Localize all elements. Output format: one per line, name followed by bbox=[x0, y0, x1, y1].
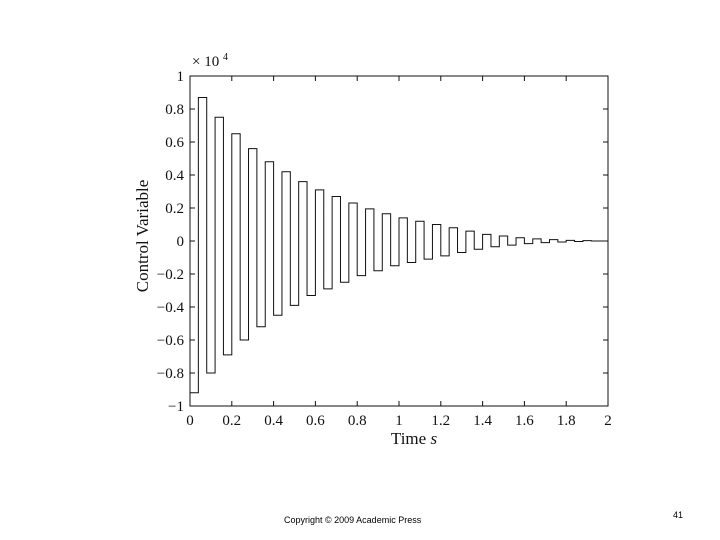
x-tick-label: 0.4 bbox=[264, 413, 283, 429]
x-tick-label: 0 bbox=[186, 413, 194, 429]
y-tick-labels: −1 −0.8 −0.6 −0.4 −0.2 0 0.2 0.4 0.6 0.8 1 bbox=[157, 69, 185, 415]
copyright-text: Copyright © 2009 Academic Press bbox=[284, 515, 422, 525]
x-tick-label: 2 bbox=[604, 413, 612, 429]
y-multiplier: × 10 4 bbox=[192, 52, 228, 70]
y-multiplier-base: × 10 bbox=[192, 54, 219, 70]
y-tick-label: 0.6 bbox=[165, 135, 184, 151]
x-axis-label-unit: s bbox=[430, 429, 437, 448]
y-tick-label: −0.6 bbox=[157, 333, 185, 349]
y-tick-label: −0.2 bbox=[157, 267, 184, 283]
x-axis-label-main: Time bbox=[391, 429, 426, 448]
x-tick-label: 1.8 bbox=[557, 413, 576, 429]
y-tick-label: −1 bbox=[168, 399, 184, 415]
x-tick-label: 1.4 bbox=[473, 413, 492, 429]
y-tick-label: −0.8 bbox=[157, 366, 184, 382]
y-tick-label: 0.4 bbox=[165, 168, 184, 184]
y-tick-label: 0.8 bbox=[165, 102, 184, 118]
control-signal-line bbox=[189, 96, 608, 394]
x-tick-label: 1.2 bbox=[431, 413, 450, 429]
x-tick-labels: 0 0.2 0.4 0.6 0.8 1 1.2 1.4 1.6 1.8 2 bbox=[186, 413, 612, 429]
x-tick-label: 1 bbox=[395, 413, 403, 429]
slide-number: 41 bbox=[673, 510, 684, 520]
y-tick-label: −0.4 bbox=[157, 300, 185, 316]
x-tick-label: 1.6 bbox=[515, 413, 534, 429]
x-axis-label: Time s bbox=[391, 429, 438, 448]
y-tick-label: 1 bbox=[177, 69, 185, 85]
y-multiplier-exponent: 4 bbox=[223, 52, 228, 63]
x-tick-label: 0.8 bbox=[348, 413, 367, 429]
y-axis-label: Control Variable bbox=[133, 180, 152, 293]
y-tick-label: 0.2 bbox=[165, 201, 184, 217]
y-tick-label: 0 bbox=[177, 234, 185, 250]
axis-ticks bbox=[189, 75, 609, 407]
x-tick-label: 0.6 bbox=[306, 413, 325, 429]
x-tick-label: 0.2 bbox=[222, 413, 241, 429]
